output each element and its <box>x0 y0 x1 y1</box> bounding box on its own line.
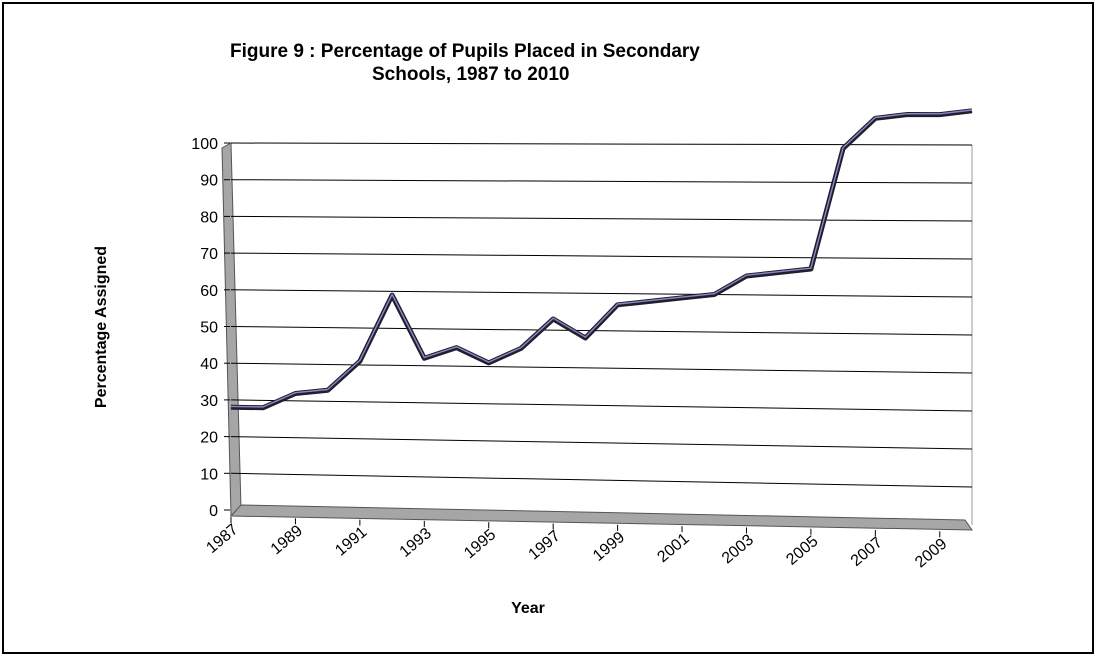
y-tick-label: 0 <box>209 503 218 520</box>
y-tick-label: 100 <box>191 136 218 153</box>
x-tick-label: 1987 <box>203 521 241 557</box>
chart-walls <box>221 142 973 531</box>
y-tick-label: 90 <box>200 173 218 190</box>
y-tick-label: 10 <box>200 466 218 483</box>
x-tick-label: 2007 <box>848 534 886 570</box>
x-tick-label: 1995 <box>461 526 499 562</box>
x-tick-label: 2003 <box>719 531 757 567</box>
y-axis-ticks: 0 10 20 30 40 50 60 70 80 90 100 <box>191 136 230 520</box>
chart-title: Figure 9 : Percentage of Pupils Placed i… <box>160 40 920 86</box>
gridline <box>230 436 973 450</box>
x-tick-label: 1989 <box>268 522 306 558</box>
gridlines <box>230 142 973 488</box>
gridline <box>230 399 973 412</box>
x-tick-label: 1997 <box>526 527 564 563</box>
y-axis-label: Percentage Assigned <box>93 246 110 408</box>
y-tick-label: 50 <box>200 320 218 337</box>
gridline <box>230 472 973 488</box>
gridline <box>230 289 973 298</box>
y-tick-label: 60 <box>200 283 218 300</box>
gridline <box>230 362 973 374</box>
x-tick-label: 1999 <box>590 529 628 565</box>
gridline <box>230 252 973 260</box>
y-tick-label: 70 <box>200 246 218 263</box>
gridline <box>230 215 973 222</box>
gridline <box>230 326 973 336</box>
x-tick-label: 2009 <box>912 535 950 571</box>
series-line <box>230 108 973 411</box>
y-tick-label: 20 <box>200 430 218 447</box>
y-tick-label: 40 <box>200 356 218 373</box>
x-tick-label: 1993 <box>397 525 435 561</box>
chart-title-line2: Schools, 1987 to 2010 <box>372 64 570 85</box>
gridline <box>230 179 973 184</box>
side-wall <box>221 142 242 518</box>
gridline <box>230 142 973 146</box>
floor <box>229 504 973 531</box>
x-tick-label: 2005 <box>783 533 821 569</box>
series-lines <box>230 108 973 411</box>
series-line-highlight <box>230 109 973 408</box>
x-axis-label: Year <box>511 600 545 617</box>
x-tick-label: 1991 <box>332 524 370 560</box>
y-tick-label: 30 <box>200 393 218 410</box>
x-tick-label: 2001 <box>654 530 692 566</box>
chart-title-line1: Figure 9 : Percentage of Pupils Placed i… <box>230 41 700 62</box>
y-tick-label: 80 <box>200 209 218 226</box>
